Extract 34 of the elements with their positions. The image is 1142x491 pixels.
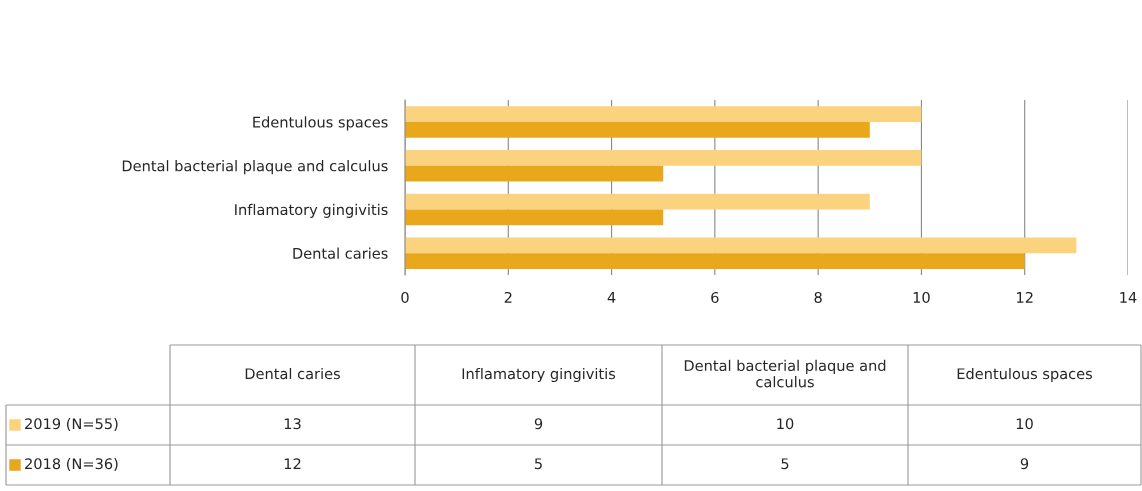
- y-tick-label: Dental bacterial plaque and calculus: [122, 160, 388, 175]
- bar: [405, 193, 870, 210]
- data-label: 13: [284, 418, 301, 430]
- bar: [405, 253, 1025, 269]
- data-label: 9: [534, 418, 543, 430]
- x-tick-label: 4: [607, 292, 616, 303]
- data-label: 5: [781, 458, 789, 470]
- y-tick-label: Edentulous spaces: [253, 116, 388, 131]
- x-tick-label: 14: [1120, 292, 1137, 303]
- x-tick-label: 12: [1017, 291, 1033, 303]
- data-label: 12: [284, 458, 301, 470]
- bar: [405, 121, 870, 138]
- y-tick-label: Dental caries: [293, 247, 388, 259]
- data-label: 9: [1020, 458, 1029, 470]
- x-tick-label: 0: [401, 291, 409, 303]
- bar: [405, 106, 922, 122]
- y-tick-label: 2019 (N=55): [25, 417, 118, 431]
- x-tick-label: Inflamatory gingivitis: [462, 367, 616, 383]
- bar: [405, 165, 664, 182]
- y-tick-label: Inflamatory gingivitis: [235, 203, 388, 218]
- bar: [405, 209, 664, 226]
- x-tick-label: 10: [913, 291, 930, 303]
- data-label: 10: [1016, 418, 1033, 430]
- x-tick-label: Dental bacterial plaque and calculus: [684, 359, 886, 388]
- data-label: 10: [777, 418, 794, 430]
- bar: [405, 237, 1077, 254]
- x-tick-label: 2: [504, 291, 512, 303]
- bar: [405, 149, 922, 166]
- y-tick-label: 2018 (N=36): [25, 457, 118, 471]
- x-tick-label: Dental caries: [245, 367, 340, 380]
- data-label: 5: [534, 458, 542, 470]
- x-tick-label: 8: [814, 291, 822, 303]
- x-tick-label: Edentulous spaces: [957, 367, 1093, 383]
- x-tick-label: 6: [711, 291, 719, 303]
